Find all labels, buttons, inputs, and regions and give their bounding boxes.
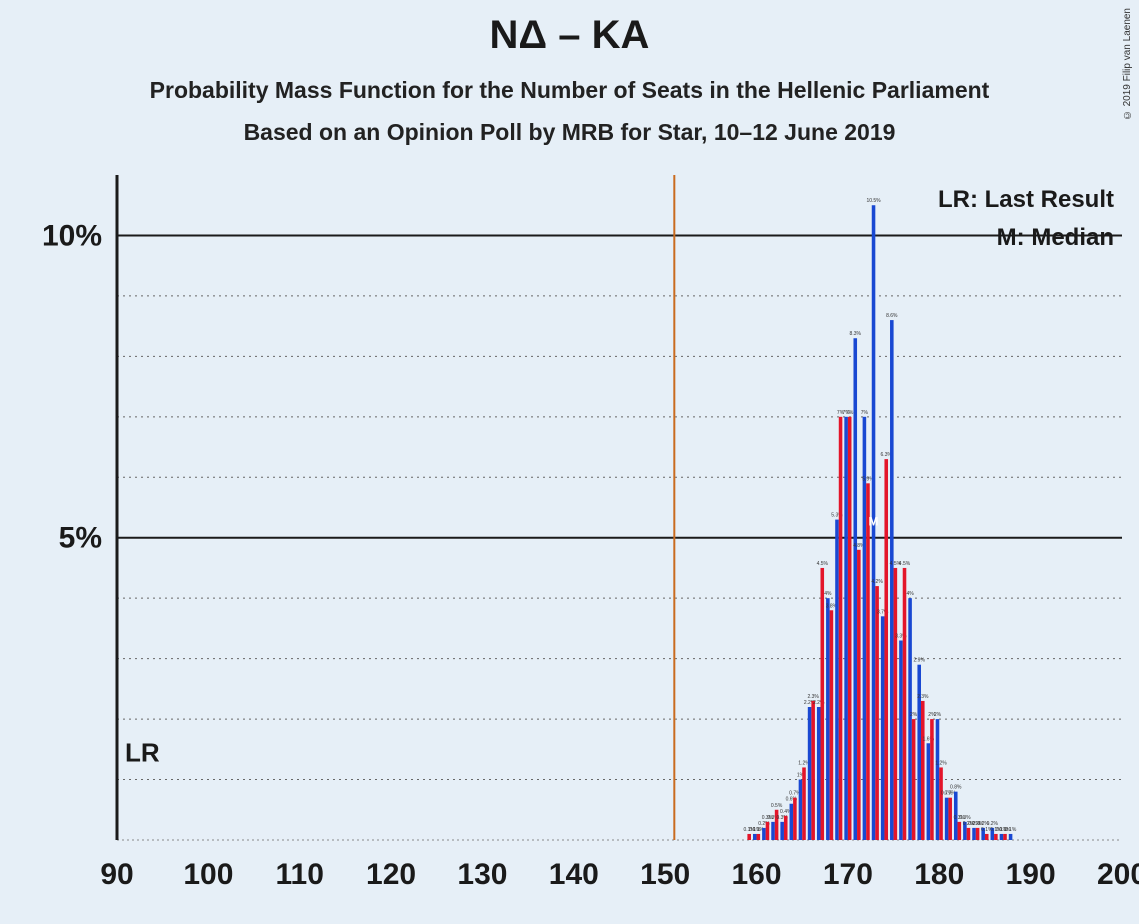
bar-red	[921, 701, 925, 840]
x-tick-label: 160	[732, 858, 782, 891]
bar-value-label: 4.5%	[817, 561, 829, 567]
bar-blue	[908, 598, 912, 840]
chart-title: ΝΔ – ΚΑ	[490, 13, 650, 57]
bar-red	[757, 834, 761, 840]
bar-value-label: 10.5%	[866, 198, 881, 204]
bar-blue	[762, 828, 766, 840]
bar-blue	[927, 743, 931, 840]
x-tick-label: 190	[1006, 858, 1056, 891]
reference-label-lr: LR	[125, 737, 160, 767]
chart-container: © 2019 Filip van Laenen ΝΔ – ΚΑ Probabili…	[0, 0, 1139, 924]
bar-red	[958, 822, 962, 840]
bar-red	[948, 798, 952, 840]
x-tick-label: 110	[276, 858, 324, 891]
bar-red	[985, 834, 989, 840]
bar-red	[894, 568, 898, 840]
bar-blue	[881, 616, 885, 840]
chart-subtitle-2: Based on an Opinion Poll by MRB for Star…	[244, 119, 896, 145]
bar-red	[811, 701, 815, 840]
bar-value-label: 0.8%	[950, 785, 962, 791]
x-tick-label: 100	[183, 858, 233, 891]
bar-value-label: 4%	[824, 591, 832, 597]
bar-red	[866, 483, 870, 840]
bar-blue	[771, 822, 775, 840]
bar-red	[976, 828, 980, 840]
bar-blue	[790, 804, 794, 840]
bar-red	[747, 834, 751, 840]
bar-value-label: 4%	[906, 591, 914, 597]
x-tick-label: 130	[457, 858, 507, 891]
bar-red	[802, 767, 806, 840]
bar-blue	[808, 707, 812, 840]
x-tick-label: 180	[914, 858, 964, 891]
x-tick-label: 140	[549, 858, 599, 891]
bar-red	[830, 610, 834, 840]
bar-red	[994, 834, 998, 840]
x-tick-label: 90	[100, 858, 133, 891]
bar-value-label: 7%	[846, 410, 854, 416]
bar-value-label: 4.2%	[871, 579, 883, 585]
bar-blue	[890, 320, 894, 840]
y-tick-label: 10%	[42, 219, 102, 252]
bar-red	[848, 417, 852, 840]
bar-red	[857, 550, 861, 840]
bar-red	[903, 568, 907, 840]
bar-red	[875, 586, 879, 840]
x-tick-label: 150	[640, 858, 690, 891]
bar-red	[784, 816, 788, 840]
bar-red	[793, 798, 797, 840]
bar-red	[930, 719, 934, 840]
bar-blue	[899, 641, 903, 841]
legend-item: LR: Last Result	[938, 186, 1114, 213]
bar-blue	[780, 822, 784, 840]
copyright-text: © 2019 Filip van Laenen	[1122, 8, 1133, 120]
bar-red	[939, 767, 943, 840]
bar-red	[766, 822, 770, 840]
bar-red	[839, 417, 843, 840]
y-tick-label: 5%	[59, 522, 102, 555]
bar-red	[912, 719, 916, 840]
x-tick-label: 170	[823, 858, 873, 891]
x-tick-label: 200	[1097, 858, 1139, 891]
bar-value-label: 1.2%	[935, 760, 947, 766]
bar-blue	[799, 780, 803, 840]
bar-value-label: 2%	[910, 712, 918, 718]
chart-subtitle-1: Probability Mass Function for the Number…	[150, 77, 990, 103]
bar-value-label: 7%	[861, 410, 869, 416]
x-tick-label: 120	[366, 858, 416, 891]
median-marker: M	[869, 515, 879, 529]
bar-red	[821, 568, 825, 840]
bar-blue	[1009, 834, 1013, 840]
bar-blue	[936, 719, 940, 840]
bar-blue	[817, 707, 821, 840]
bar-red	[884, 459, 888, 840]
bar-blue	[945, 798, 949, 840]
bar-value-label: 0.1%	[1005, 827, 1017, 833]
bar-blue	[917, 665, 921, 840]
bar-value-label: 2%	[934, 712, 942, 718]
bar-value-label: 8.6%	[886, 313, 898, 319]
bar-blue	[826, 598, 830, 840]
bar-value-label: 2.3%	[917, 694, 929, 700]
bar-blue	[844, 417, 848, 840]
bar-blue	[1000, 834, 1004, 840]
bar-value-label: 8.3%	[850, 331, 862, 337]
bar-red	[967, 828, 971, 840]
bar-blue	[853, 338, 857, 840]
bar-blue	[835, 520, 839, 840]
bar-value-label: 2.9%	[914, 658, 926, 664]
bar-red	[1003, 834, 1007, 840]
chart-svg: ΝΔ – ΚΑ Probability Mass Function for the…	[0, 0, 1139, 924]
bar-blue	[753, 834, 757, 840]
bar-blue	[972, 828, 976, 840]
legend-item: M: Median	[997, 224, 1114, 251]
bar-value-label: 4.5%	[899, 561, 911, 567]
